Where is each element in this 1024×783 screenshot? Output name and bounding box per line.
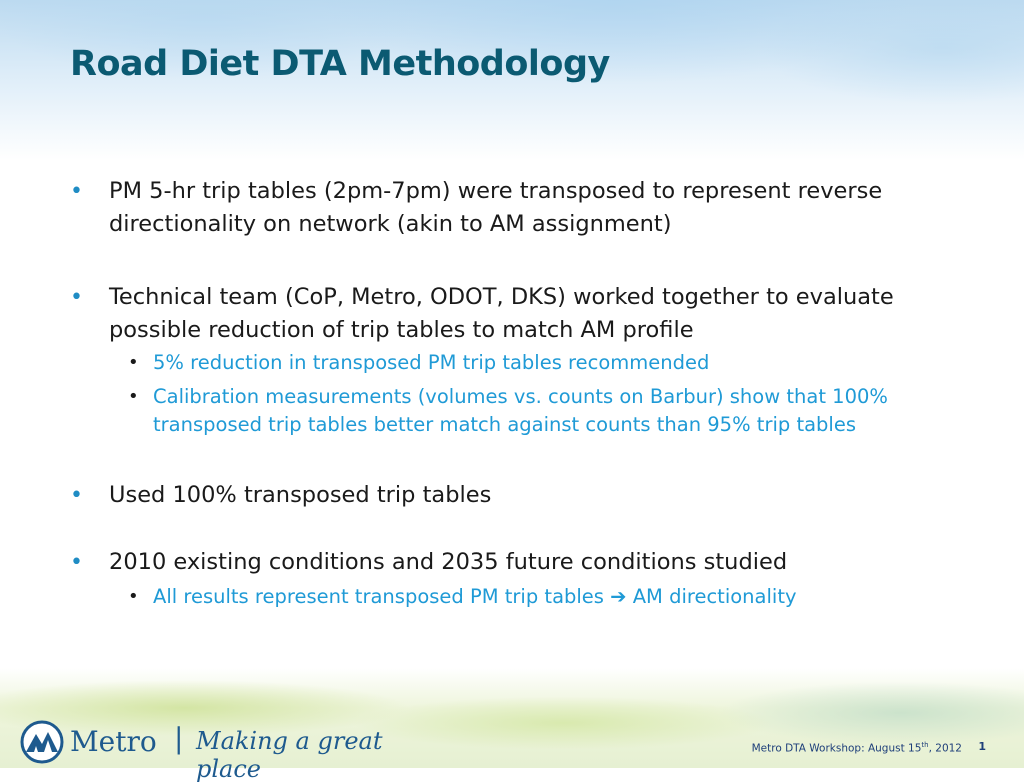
sub-bullet-text-before: All results represent transposed PM trip… <box>153 585 604 608</box>
footer-suffix: , 2012 <box>928 742 962 755</box>
sub-bullet-item: • All results represent transposed PM tr… <box>70 583 970 611</box>
grass-background <box>0 668 1024 768</box>
bullet-icon: • <box>70 179 83 204</box>
footer-text: Metro DTA Workshop: August 15th, 2012 <box>752 741 962 755</box>
bullet-text: 2010 existing conditions and 2035 future… <box>109 549 788 575</box>
sub-bullet-icon: • <box>128 352 139 373</box>
metro-logo: Metro | Making a great place <box>20 720 420 783</box>
arrow-right-icon: ➔ <box>610 585 627 608</box>
slide-content: • PM 5-hr trip tables (2pm-7pm) were tra… <box>70 175 970 611</box>
sub-bullet-icon: • <box>128 586 139 607</box>
sub-bullet-text-after: AM directionality <box>632 585 797 608</box>
sub-bullet-item: • 5% reduction in transposed PM trip tab… <box>70 349 970 377</box>
slide-title: Road Diet DTA Methodology <box>70 44 610 84</box>
metro-mountain-logo-icon <box>20 720 64 764</box>
bullet-item: • Used 100% transposed trip tables <box>70 479 970 512</box>
sub-bullet-icon: • <box>128 386 139 407</box>
bullet-text: Used 100% transposed trip tables <box>109 482 492 508</box>
sky-background <box>0 0 1024 160</box>
footer-superscript: th <box>921 741 929 749</box>
bullet-text: PM 5-hr trip tables (2pm-7pm) were trans… <box>109 178 883 237</box>
bullet-icon: • <box>70 483 83 508</box>
bullet-text: Technical team (CoP, Metro, ODOT, DKS) w… <box>109 284 894 343</box>
sub-bullet-text: Calibration measurements (volumes vs. co… <box>153 385 888 436</box>
bullet-item: • 2010 existing conditions and 2035 futu… <box>70 546 970 579</box>
bullet-icon: • <box>70 550 83 575</box>
bullet-item: • Technical team (CoP, Metro, ODOT, DKS)… <box>70 281 970 347</box>
bullet-item: • PM 5-hr trip tables (2pm-7pm) were tra… <box>70 175 970 241</box>
footer-prefix: Metro DTA Workshop: August 15 <box>751 742 922 755</box>
logo-separator: | <box>174 722 184 755</box>
page-number: 1 <box>978 740 986 753</box>
logo-wordmark: Metro <box>70 725 157 758</box>
bullet-icon: • <box>70 285 83 310</box>
logo-tagline: Making a great place <box>196 727 383 783</box>
sub-bullet-item: • Calibration measurements (volumes vs. … <box>70 383 970 439</box>
sub-bullet-text: 5% reduction in transposed PM trip table… <box>153 351 710 374</box>
